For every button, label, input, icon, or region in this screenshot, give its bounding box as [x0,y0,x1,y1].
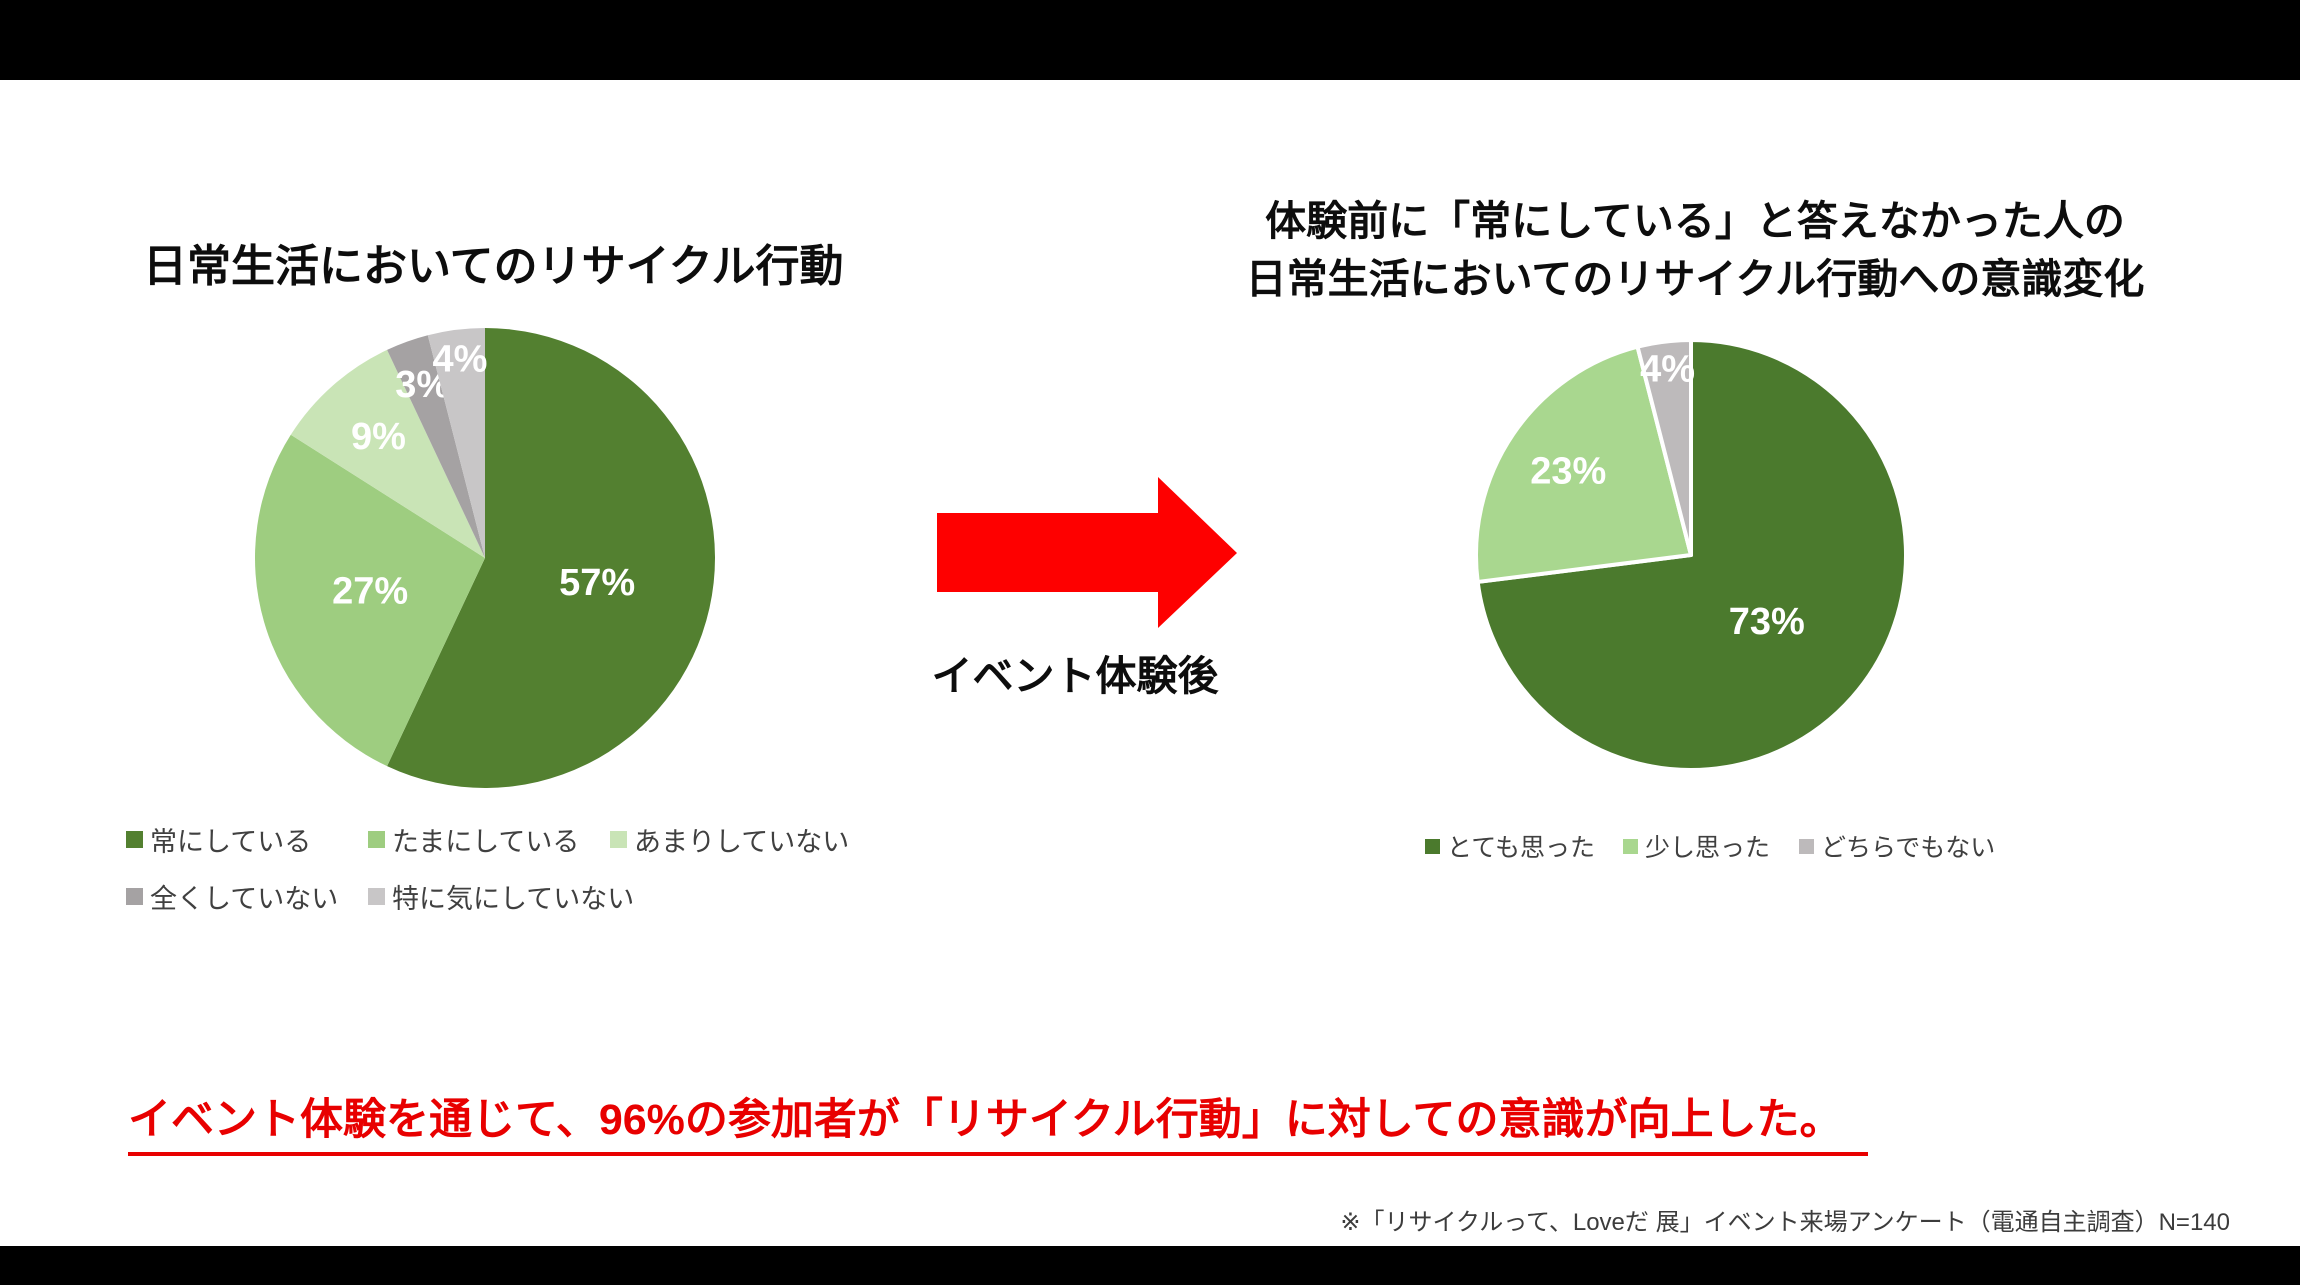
pie-slice-たまにしている [254,434,485,767]
right-chart-title-line2: 日常生活においてのリサイクル行動への意識変化 [1245,256,2145,302]
left-chart-title: 日常生活においてのリサイクル行動 [143,242,844,291]
legend-swatch-icon [368,888,385,905]
pie-slice-少し思った [1474,344,1693,584]
red-arrow-icon [937,477,1237,628]
pie-slice-常にしている [387,328,715,788]
legend-label: 全くしていない [150,884,339,914]
legend-item: 特に気にしていない [368,877,634,916]
pie-data-label: 4% [1640,348,1695,390]
legend-label: とても思った [1447,834,1596,862]
legend-item: 常にしている [126,820,368,859]
right-chart-title-line1: 体験前に「常にしている」と答えなかった人の [1265,198,2125,244]
right-chart-title: 体験前に「常にしている」と答えなかった人の 日常生活においてのリサイクル行動への… [1240,192,2150,308]
legend-label: 少し思った [1645,834,1771,862]
legend-label: どちらでもない [1821,834,1996,862]
legend-swatch-icon [126,888,143,905]
legend-swatch-icon [126,831,143,848]
pie-data-label: 73% [1729,601,1805,643]
letterbox-bottom [0,1246,2300,1285]
legend-label: 特に気にしていない [392,884,635,914]
legend-swatch-icon [1623,838,1638,854]
legend-label: 常にしている [150,827,312,857]
slide-canvas: 日常生活においてのリサイクル行動 体験前に「常にしている」と答えなかった人の 日… [0,80,2300,1246]
arrow-label: イベント体験後 [931,653,1219,699]
legend-item: あまりしていない [610,820,852,859]
source-footnote: ※「リサイクルって、Loveだ 展」イベント来場アンケート（電通自主調査）N=1… [1340,1209,2230,1236]
legend-item: どちらでもない [1799,828,1995,864]
pie-slice-特に気にしていない [427,328,485,558]
pie-data-label: 9% [351,416,406,458]
legend-label: あまりしていない [634,827,850,857]
legend-swatch-icon [368,831,385,848]
pie-slice-どちらでもない [1635,338,1693,557]
left-pie-legend: 常にしている たまにしている あまりしていない全くしていない 特に気にしていない [126,820,852,916]
pie-slice-あまりしていない [290,349,485,558]
pie-data-label: 4% [432,339,487,381]
pie-data-label: 27% [332,570,408,612]
legend-item: 全くしていない [126,877,368,916]
letterbox-top [0,0,2300,80]
arrow-right-icon [937,477,1237,628]
legend-item: 少し思った [1623,828,1799,864]
legend-swatch-icon [1425,838,1440,854]
headline-text: イベント体験を通じて、96%の参加者が「リサイクル行動」に対しての意識が向上した… [128,1085,1869,1156]
legend-item: たまにしている [368,820,610,859]
recycling-behavior-pie-chart: 57% 27% 9% 3% 4% [245,318,725,798]
legend-label: たまにしている [392,827,580,857]
right-pie-legend: とても思った 少し思った どちらでもない [1425,828,2225,864]
legend-item: とても思った [1425,828,1623,864]
pie-data-label: 23% [1530,451,1606,493]
legend-swatch-icon [1799,838,1814,854]
pie-data-label: 57% [559,562,635,604]
legend-swatch-icon [610,831,627,848]
pie-slice-全くしていない [387,335,485,558]
awareness-change-pie-chart: 73% 23% 4% [1466,330,1916,780]
